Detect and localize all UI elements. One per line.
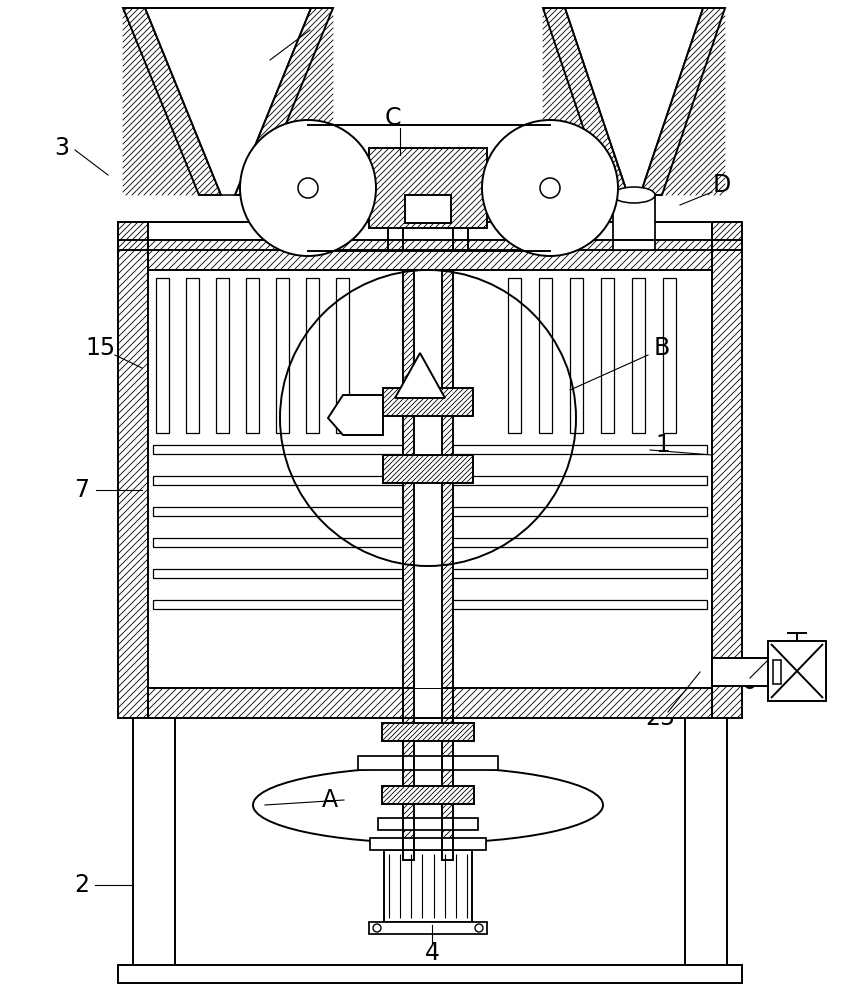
Bar <box>768 641 826 701</box>
Text: 7: 7 <box>74 478 90 502</box>
Polygon shape <box>328 395 383 435</box>
Bar <box>153 600 707 609</box>
Bar <box>685 688 727 970</box>
Bar <box>148 688 712 718</box>
Bar <box>442 270 453 688</box>
Bar <box>153 538 707 547</box>
Bar <box>133 688 175 970</box>
Polygon shape <box>235 8 333 195</box>
Bar <box>632 278 645 433</box>
Bar <box>148 222 712 250</box>
Bar <box>148 240 712 270</box>
Circle shape <box>482 120 618 256</box>
Bar <box>369 922 487 934</box>
Bar <box>148 688 712 718</box>
Bar <box>382 786 474 804</box>
Polygon shape <box>543 8 725 195</box>
Bar <box>712 658 775 686</box>
Bar <box>383 388 473 416</box>
Text: A: A <box>322 788 338 812</box>
Bar <box>370 838 486 850</box>
Bar <box>712 240 742 718</box>
Bar <box>156 278 169 433</box>
Bar <box>369 148 487 228</box>
Circle shape <box>298 178 318 198</box>
Polygon shape <box>640 8 725 195</box>
Polygon shape <box>395 353 445 398</box>
Bar <box>306 278 319 433</box>
Bar <box>383 388 473 416</box>
Bar <box>384 850 472 922</box>
Bar <box>383 455 473 483</box>
Bar <box>414 688 442 860</box>
Bar <box>382 723 474 741</box>
Bar <box>663 278 676 433</box>
Text: 1: 1 <box>656 433 670 457</box>
Text: 25: 25 <box>645 706 675 730</box>
Text: 3: 3 <box>55 136 69 160</box>
Polygon shape <box>565 8 703 195</box>
Bar <box>118 240 148 718</box>
Bar <box>369 148 487 228</box>
Bar <box>773 660 781 684</box>
Bar <box>246 278 259 433</box>
Text: 26: 26 <box>727 670 757 694</box>
Text: 15: 15 <box>85 336 115 360</box>
Bar <box>712 222 742 250</box>
Bar <box>118 965 742 983</box>
Bar <box>216 278 229 433</box>
Bar <box>570 278 583 433</box>
Bar <box>442 688 453 860</box>
Bar <box>403 270 414 688</box>
Bar <box>148 240 712 270</box>
Bar <box>153 569 707 578</box>
Bar <box>508 278 521 433</box>
Bar <box>382 723 474 741</box>
Bar <box>712 222 742 250</box>
Polygon shape <box>123 8 221 195</box>
Bar <box>712 240 742 718</box>
Bar <box>153 476 707 485</box>
Text: C: C <box>385 106 401 130</box>
Circle shape <box>540 178 560 198</box>
Text: 2: 2 <box>74 873 90 897</box>
Circle shape <box>240 120 376 256</box>
Bar <box>118 222 742 250</box>
Bar <box>118 240 148 718</box>
Bar <box>358 756 498 770</box>
Bar <box>382 786 474 804</box>
Text: 19: 19 <box>295 8 325 32</box>
Bar <box>442 688 453 860</box>
Bar <box>442 270 453 688</box>
Text: 4: 4 <box>424 941 439 965</box>
Text: B: B <box>654 336 670 360</box>
Ellipse shape <box>613 187 655 203</box>
Bar <box>378 818 478 830</box>
Bar <box>118 222 148 250</box>
Bar <box>336 278 349 433</box>
Bar <box>601 278 614 433</box>
Text: D: D <box>713 173 731 197</box>
Bar <box>613 195 655 250</box>
Bar <box>153 445 707 454</box>
Bar <box>403 688 414 860</box>
Bar <box>383 455 473 483</box>
Polygon shape <box>145 8 311 195</box>
Bar <box>403 688 414 860</box>
Bar <box>186 278 199 433</box>
Circle shape <box>475 924 483 932</box>
Bar <box>414 270 442 688</box>
Bar <box>539 278 552 433</box>
Polygon shape <box>543 8 628 195</box>
Circle shape <box>373 924 381 932</box>
Bar <box>118 240 742 718</box>
Polygon shape <box>123 8 333 195</box>
Bar <box>403 270 414 688</box>
Bar <box>276 278 289 433</box>
Bar <box>153 507 707 516</box>
Bar <box>118 222 148 250</box>
Bar <box>405 195 451 223</box>
